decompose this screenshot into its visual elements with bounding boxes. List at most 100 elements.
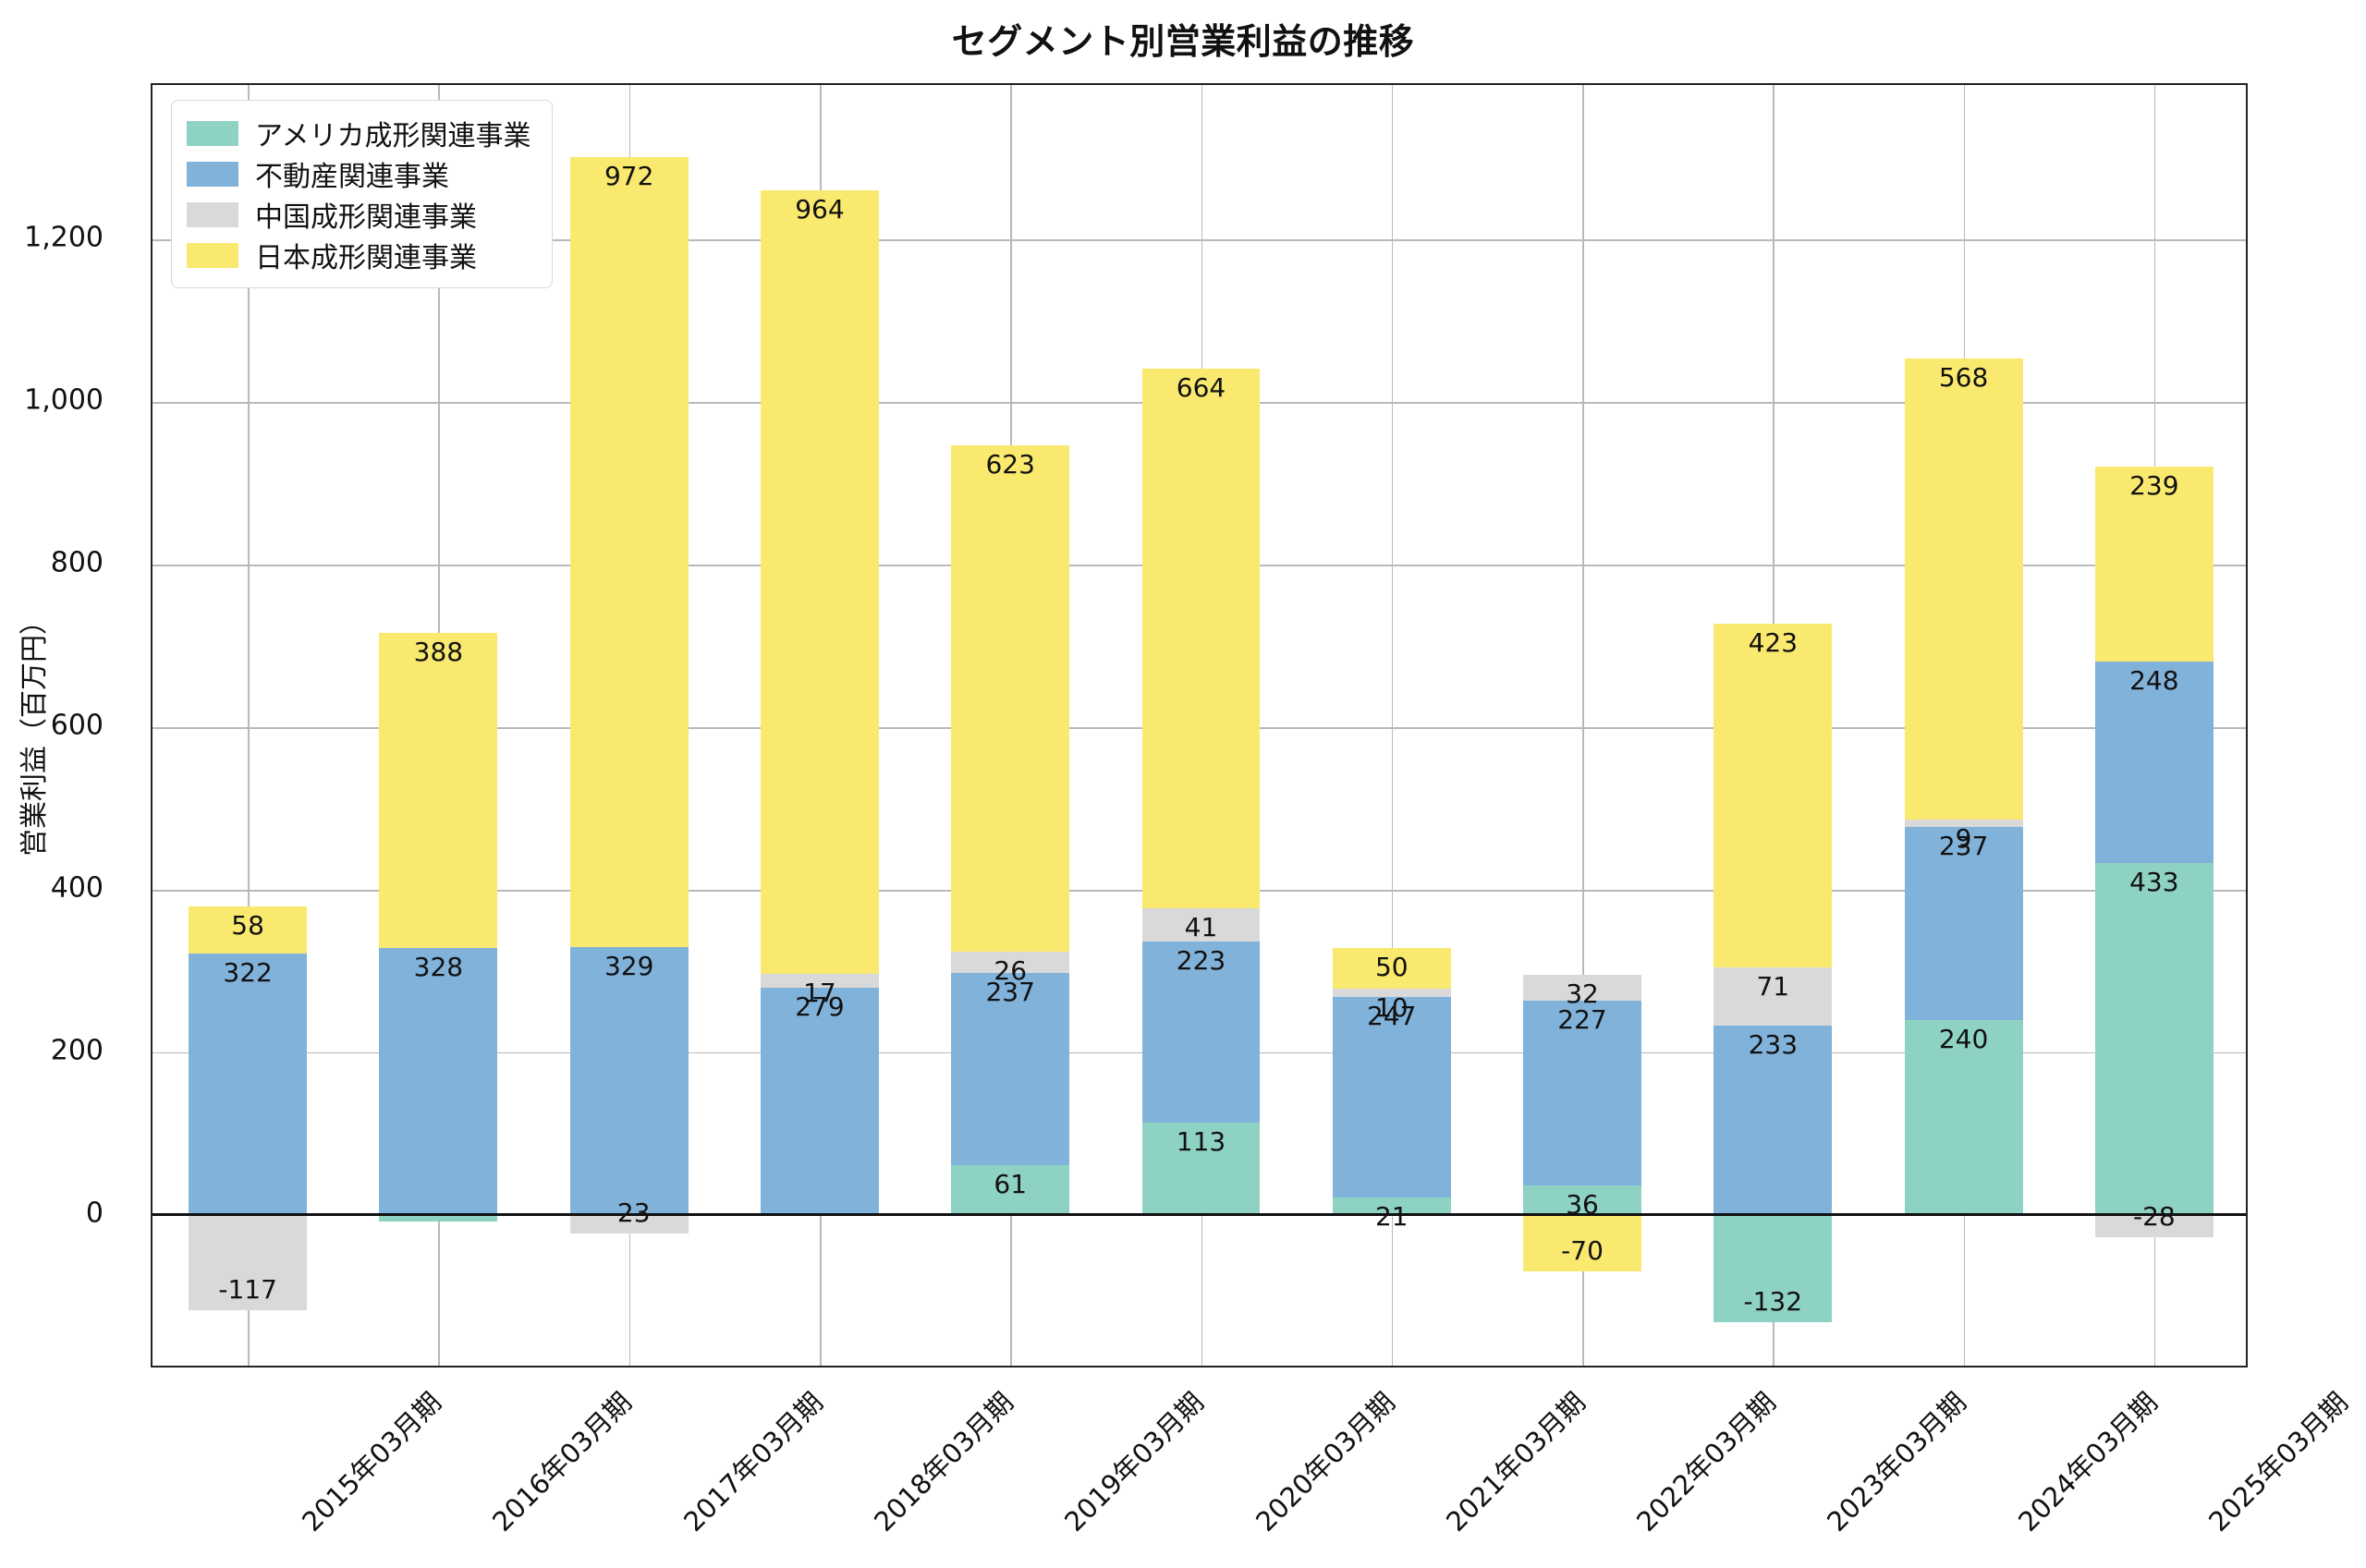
bar-segment[interactable]: 233: [1714, 1025, 1833, 1215]
bar-value-label: 279: [795, 991, 845, 1023]
bar-segment[interactable]: 322: [189, 953, 308, 1215]
legend-swatch-icon: [187, 242, 238, 268]
gridline-vertical: [1582, 85, 1584, 1366]
bar-segment[interactable]: 279: [761, 988, 879, 1215]
bar-segment[interactable]: 328: [379, 948, 498, 1215]
bar-value-label: 964: [795, 194, 845, 225]
bar-segment[interactable]: 223: [1141, 942, 1261, 1124]
bar-segment[interactable]: 10: [1332, 989, 1451, 1023]
bar-value-label: 32: [1566, 978, 1599, 1010]
bar-value-label: 227: [1557, 1004, 1607, 1036]
bar-value-label: 388: [413, 636, 464, 667]
bar-value-label: 248: [2129, 664, 2179, 696]
bar-value-label: 239: [2129, 470, 2179, 502]
bar-value-label: 237: [1938, 831, 1989, 862]
x-axis-tick: 2016年03月期: [486, 1386, 639, 1538]
legend: アメリカ成形関連事業 不動産関連事業中国成形関連事業 日本成形関連事業: [171, 100, 553, 288]
bar-segment[interactable]: 58: [189, 906, 308, 954]
legend-swatch-icon: [187, 161, 238, 187]
bar-segment[interactable]: 248: [2094, 661, 2214, 863]
bar-segment[interactable]: 568: [1904, 358, 2023, 820]
bar-segment[interactable]: 329: [569, 947, 689, 1215]
bar-segment[interactable]: -132: [1714, 1214, 1833, 1322]
bar-segment[interactable]: -70: [1523, 1214, 1641, 1272]
y-axis-tick: 0: [85, 1197, 104, 1230]
bar-segment[interactable]: 237: [951, 972, 1070, 1166]
bar-segment[interactable]: 433: [2094, 862, 2214, 1215]
bar-value-label: 61: [994, 1169, 1028, 1200]
bar-segment[interactable]: -28: [2094, 1201, 2214, 1238]
x-axis-tick: 2020年03月期: [1249, 1386, 1401, 1538]
legend-item-label: 中国成形関連事業: [255, 201, 477, 234]
bar-segment[interactable]: 247: [1332, 997, 1451, 1198]
bar-value-label: 17: [803, 978, 836, 1009]
y-axis-tick: 800: [50, 546, 104, 579]
bar-segment[interactable]: 972: [569, 157, 689, 948]
bar-value-label: 237: [985, 976, 1035, 1007]
bar-value-label: 10: [1374, 992, 1409, 1024]
bar-segment[interactable]: 239: [2094, 467, 2214, 662]
bar-segment[interactable]: 41: [1141, 908, 1261, 942]
x-axis-tick: 2024年03月期: [2011, 1386, 2164, 1538]
x-axis-tick: 2015年03月期: [296, 1386, 448, 1538]
y-axis-tick: 1,200: [24, 221, 104, 254]
legend-item[interactable]: アメリカ成形関連事業: [187, 113, 531, 153]
x-axis-tick: 2019年03月期: [1058, 1386, 1211, 1538]
bar-value-label: -28: [2132, 1201, 2176, 1233]
bar-segment[interactable]: 227: [1523, 1001, 1641, 1186]
x-axis-tick: 2022年03月期: [1630, 1386, 1783, 1538]
bar-segment[interactable]: 664: [1141, 369, 1261, 909]
bar-value-label: -23: [607, 1197, 651, 1229]
bar-value-label: 113: [1176, 1126, 1226, 1158]
bar-value-label: 568: [1938, 361, 1989, 393]
bar-value-label: 972: [604, 161, 654, 192]
bar-segment[interactable]: 623: [951, 444, 1070, 952]
y-axis-tick: 400: [50, 871, 104, 905]
bar-segment[interactable]: 17: [761, 974, 879, 1008]
bar-segment[interactable]: 388: [379, 632, 498, 949]
bar-value-label: 58: [231, 909, 264, 941]
bar-segment[interactable]: 26: [951, 951, 1070, 986]
bar-segment[interactable]: 240: [1904, 1019, 2023, 1215]
legend-item-label: 日本成形関連事業: [255, 242, 477, 274]
bar-value-label: 423: [1748, 627, 1799, 659]
y-axis-tick: 600: [50, 709, 104, 742]
bar-value-label: 223: [1176, 945, 1226, 977]
y-axis-tick: 1,000: [24, 383, 104, 417]
legend-item[interactable]: 不動産関連事業: [187, 153, 531, 194]
bar-segment[interactable]: 71: [1714, 967, 1833, 1026]
bars-container: 322-11758-8328388329-2397227917964612372…: [152, 85, 2246, 1366]
bar-value-label: 322: [223, 956, 273, 988]
bar-segment[interactable]: 21: [1332, 1197, 1451, 1232]
y-axis-tick: 200: [50, 1034, 104, 1067]
legend-swatch-icon: [187, 201, 238, 227]
bar-segment[interactable]: 113: [1141, 1123, 1261, 1215]
legend-item[interactable]: 日本成形関連事業: [187, 235, 531, 275]
gridline-horizontal: [152, 239, 2246, 241]
bar-value-label: 328: [413, 952, 464, 983]
bar-value-label: 9: [1955, 823, 1972, 855]
bar-value-label: 664: [1176, 372, 1226, 404]
x-axis-tick: 2023年03月期: [1821, 1386, 1973, 1538]
bar-segment[interactable]: 61: [951, 1165, 1070, 1215]
bar-value-label: 26: [994, 954, 1028, 986]
bar-segment[interactable]: 237: [1904, 827, 2023, 1020]
bar-value-label: -70: [1561, 1235, 1604, 1267]
bar-segment[interactable]: 9: [1904, 820, 2023, 854]
gridline-vertical: [1391, 85, 1394, 1366]
bar-segment[interactable]: 32: [1523, 975, 1641, 1009]
legend-item-label: アメリカ成形関連事業: [255, 120, 531, 152]
legend-swatch-icon: [187, 120, 238, 146]
bar-segment[interactable]: 50: [1332, 948, 1451, 990]
legend-item[interactable]: 中国成形関連事業: [187, 194, 531, 235]
bar-value-label: 21: [1374, 1201, 1409, 1233]
bar-segment[interactable]: 423: [1714, 624, 1833, 968]
bar-value-label: 329: [604, 951, 654, 982]
bar-value-label: 233: [1748, 1028, 1799, 1060]
bar-segment[interactable]: -23: [569, 1197, 689, 1234]
bar-segment[interactable]: -117: [189, 1214, 308, 1310]
bar-value-label: 240: [1938, 1023, 1989, 1054]
bar-segment[interactable]: 964: [761, 190, 879, 975]
bar-value-label: 247: [1367, 1001, 1417, 1032]
page-title: セグメント別営業利益の推移: [951, 21, 1415, 62]
